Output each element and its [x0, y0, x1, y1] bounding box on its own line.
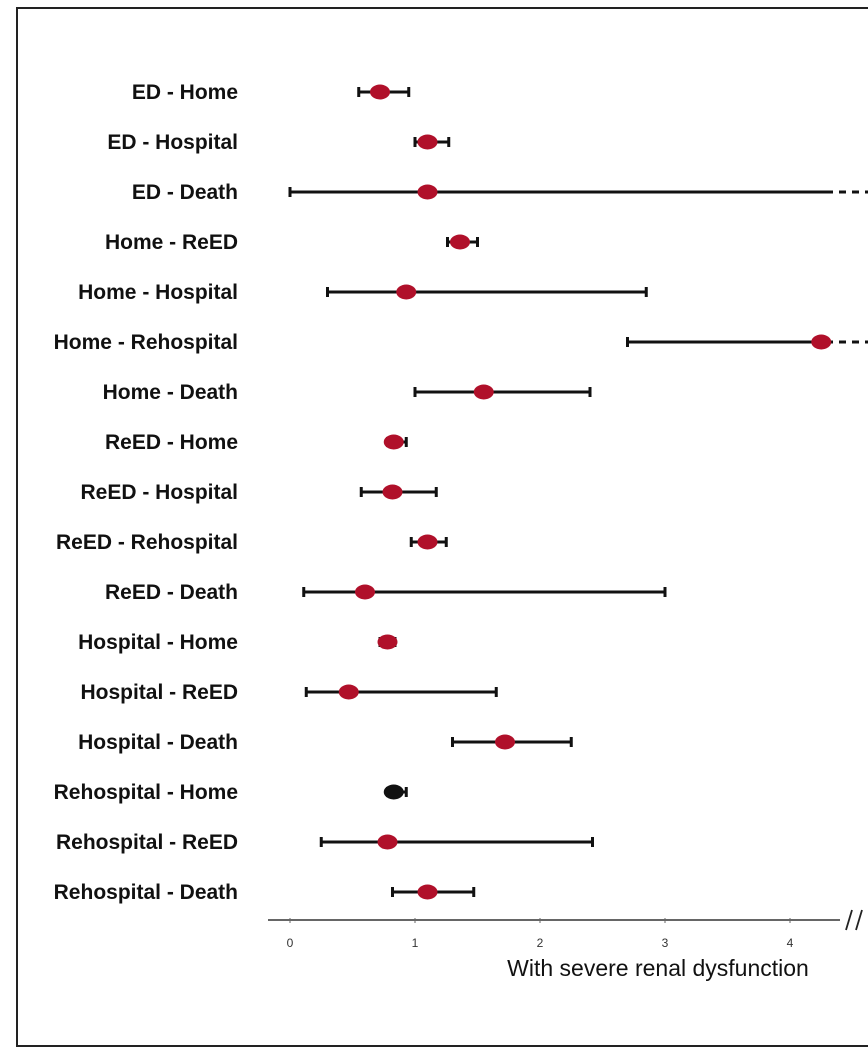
- point-estimate: [377, 834, 398, 850]
- point-estimate: [382, 484, 403, 500]
- row-label: Home - Hospital: [78, 281, 238, 304]
- point-estimate: [495, 734, 515, 750]
- point-estimate: [383, 784, 404, 800]
- point-estimate: [396, 284, 417, 300]
- x-axis-title: With severe renal dysfunction: [507, 955, 809, 981]
- forest-plot: ED - Home ED - Hospital ED - Death Home - R…: [54, 81, 868, 981]
- row-labels: ED - Home ED - Hospital ED - Death Home - R…: [54, 81, 238, 904]
- point-estimate: [417, 534, 438, 550]
- row-label: Rehospital - Death: [54, 881, 238, 904]
- point-estimate: [417, 184, 438, 200]
- row-label: Rehospital - Home: [54, 781, 238, 804]
- x-tick-label: 0: [287, 936, 294, 950]
- x-axis-ticks: 0 1 2 3 4: [287, 918, 794, 950]
- row-label: ReED - Hospital: [80, 481, 238, 504]
- axis-break-slash: [855, 909, 863, 931]
- point-estimate: [370, 84, 390, 100]
- x-tick-label: 4: [787, 936, 794, 950]
- x-axis: 0 1 2 3 4 With severe renal dysfunction: [268, 909, 863, 981]
- point-estimate: [355, 584, 375, 600]
- row-label: Hospital - ReED: [80, 681, 238, 704]
- row-label: ED - Home: [132, 81, 238, 104]
- point-estimate: [811, 334, 832, 350]
- row-label: ED - Hospital: [107, 131, 238, 154]
- point-estimate: [473, 384, 494, 400]
- x-tick-label: 3: [662, 936, 669, 950]
- row-label: Hospital - Home: [78, 631, 238, 654]
- row-label: ED - Death: [132, 181, 238, 204]
- row-label: ReED - Death: [105, 581, 238, 604]
- point-estimate: [383, 434, 404, 450]
- row-label: Home - Death: [103, 381, 238, 404]
- point-estimates: [338, 84, 832, 900]
- row-label: Hospital - Death: [78, 731, 238, 754]
- row-label: Home - ReED: [105, 231, 238, 254]
- point-estimate: [450, 234, 470, 250]
- axis-break-slash: [845, 909, 853, 931]
- x-tick-label: 1: [412, 936, 419, 950]
- point-estimate: [338, 684, 359, 700]
- point-estimate: [377, 634, 398, 650]
- row-label: ReED - Rehospital: [56, 531, 238, 554]
- row-label: ReED - Home: [105, 431, 238, 454]
- row-label: Rehospital - ReED: [56, 831, 238, 854]
- point-estimate: [417, 134, 438, 150]
- x-tick-label: 2: [537, 936, 544, 950]
- confidence-intervals: [288, 87, 868, 897]
- axis-break-mark: [845, 909, 863, 931]
- point-estimate: [417, 884, 438, 900]
- row-label: Home - Rehospital: [54, 331, 238, 354]
